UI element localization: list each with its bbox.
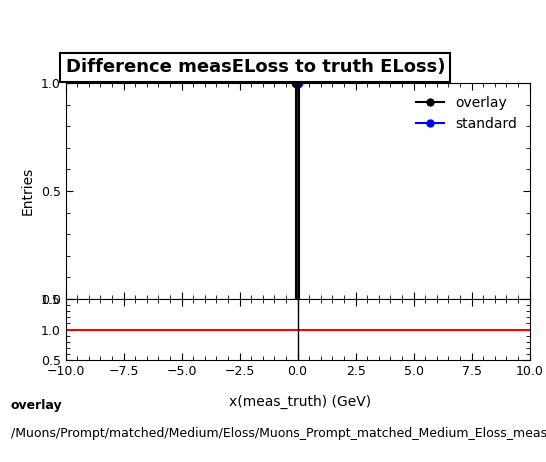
- Legend: overlay, standard: overlay, standard: [411, 90, 523, 136]
- Text: x(meas_truth) (GeV): x(meas_truth) (GeV): [229, 395, 371, 409]
- Text: /Muons/Prompt/matched/Medium/Eloss/Muons_Prompt_matched_Medium_Eloss_meas: /Muons/Prompt/matched/Medium/Eloss/Muons…: [11, 426, 546, 439]
- Text: overlay: overlay: [11, 399, 63, 412]
- Y-axis label: Entries: Entries: [21, 167, 35, 215]
- Text: Difference measELoss to truth ELoss): Difference measELoss to truth ELoss): [66, 58, 445, 76]
